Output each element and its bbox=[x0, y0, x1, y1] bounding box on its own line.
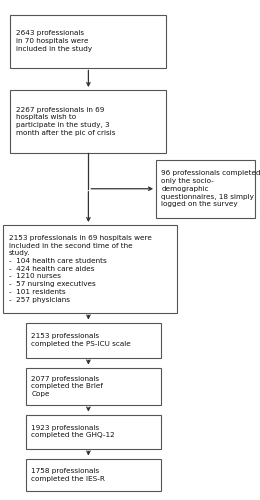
FancyBboxPatch shape bbox=[10, 15, 166, 68]
Text: 2267 professionals in 69
hospitals wish to
participate in the study, 3
month aft: 2267 professionals in 69 hospitals wish … bbox=[16, 106, 115, 136]
FancyBboxPatch shape bbox=[26, 414, 161, 448]
FancyBboxPatch shape bbox=[26, 458, 161, 491]
FancyBboxPatch shape bbox=[26, 322, 161, 358]
FancyBboxPatch shape bbox=[3, 225, 177, 312]
FancyBboxPatch shape bbox=[26, 368, 161, 405]
Text: 1758 professionals
completed the IES-R: 1758 professionals completed the IES-R bbox=[31, 468, 105, 481]
Text: 2643 professionals
in 70 hospitals were
included in the study: 2643 professionals in 70 hospitals were … bbox=[16, 30, 92, 52]
FancyBboxPatch shape bbox=[10, 90, 166, 152]
Text: 1923 professionals
completed the GHQ-12: 1923 professionals completed the GHQ-12 bbox=[31, 424, 115, 438]
Text: 2153 professionals
completed the PS-ICU scale: 2153 professionals completed the PS-ICU … bbox=[31, 333, 131, 347]
Text: 2077 professionals
completed the Brief
Cope: 2077 professionals completed the Brief C… bbox=[31, 376, 103, 397]
Text: 2153 professionals in 69 hospitals were
included in the second time of the
study: 2153 professionals in 69 hospitals were … bbox=[9, 235, 152, 302]
Text: 96 professionals completed
only the socio-
demographic
questionnaires, 18 simply: 96 professionals completed only the soci… bbox=[161, 170, 260, 207]
FancyBboxPatch shape bbox=[156, 160, 255, 218]
